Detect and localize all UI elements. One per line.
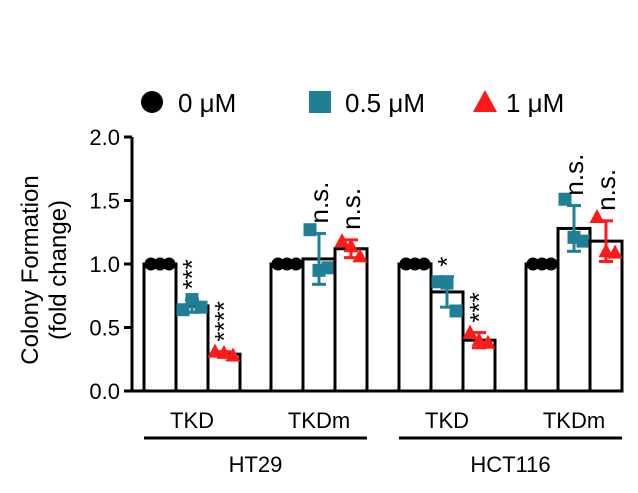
y-tick-label: 2.0 bbox=[89, 125, 120, 150]
data-point bbox=[440, 276, 454, 290]
data-point bbox=[480, 334, 496, 349]
data-point bbox=[449, 304, 463, 318]
data-point bbox=[576, 234, 590, 248]
data-point bbox=[162, 257, 176, 271]
data-point bbox=[607, 244, 623, 259]
significance-label: *** bbox=[177, 259, 207, 289]
significance-label: *** bbox=[464, 292, 494, 322]
data-point bbox=[334, 233, 350, 248]
data-point bbox=[462, 324, 478, 339]
data-point bbox=[535, 257, 549, 271]
y-axis-title-line2: (fold change) bbox=[45, 200, 72, 340]
data-point bbox=[399, 257, 413, 271]
data-point bbox=[194, 300, 208, 314]
data-point bbox=[526, 257, 540, 271]
bar bbox=[397, 262, 433, 393]
significance-label: n.s. bbox=[591, 169, 621, 211]
cell-line-label: HT29 bbox=[229, 452, 283, 477]
data-point bbox=[176, 303, 190, 317]
condition-label: TKD bbox=[170, 408, 214, 433]
data-point bbox=[417, 257, 431, 271]
y-axis-title-line1: Colony Formation bbox=[17, 175, 44, 364]
y-axis-title: Colony Formation (fold change) bbox=[17, 175, 72, 364]
data-point bbox=[352, 248, 368, 263]
bar bbox=[556, 226, 592, 393]
legend-marker-1um bbox=[473, 90, 497, 112]
data-point bbox=[216, 344, 232, 359]
data-point bbox=[598, 243, 614, 258]
y-tick-label: 1.5 bbox=[89, 189, 120, 214]
legend-label-05um: 0.5 μM bbox=[345, 88, 425, 118]
y-tick-label: 0.0 bbox=[89, 379, 120, 404]
legend-marker-05um bbox=[309, 91, 331, 113]
cell-line-label: HCT116 bbox=[470, 452, 550, 477]
bar bbox=[524, 262, 560, 393]
bar bbox=[588, 239, 624, 393]
legend-label-0um: 0 μM bbox=[178, 88, 236, 118]
data-point bbox=[144, 257, 158, 271]
data-point bbox=[303, 223, 317, 237]
data-point bbox=[408, 257, 422, 271]
data-point bbox=[225, 347, 241, 362]
data-point bbox=[207, 343, 223, 358]
legend-marker-0um bbox=[141, 91, 163, 113]
significance-label: n.s. bbox=[304, 182, 334, 224]
significance-label: **** bbox=[209, 301, 239, 341]
data-point bbox=[321, 261, 335, 275]
data-point bbox=[589, 209, 605, 224]
data-point bbox=[271, 257, 285, 271]
condition-label: TKDm bbox=[543, 408, 605, 433]
significance-label: n.s. bbox=[336, 188, 366, 230]
bar bbox=[333, 247, 369, 393]
data-point bbox=[153, 257, 167, 271]
bar bbox=[174, 304, 210, 393]
legend: 0 μM 0.5 μM 1 μM bbox=[141, 88, 564, 118]
y-tick-label: 0.5 bbox=[89, 316, 120, 341]
data-point bbox=[544, 257, 558, 271]
condition-label: TKD bbox=[425, 408, 469, 433]
data-point bbox=[280, 257, 294, 271]
significance-label: * bbox=[432, 257, 462, 267]
data-point bbox=[343, 238, 359, 253]
bar bbox=[269, 262, 305, 393]
significance-label: n.s. bbox=[559, 154, 589, 196]
condition-label: TKDm bbox=[288, 408, 350, 433]
legend-label-1um: 1 μM bbox=[506, 88, 564, 118]
y-tick-label: 1.0 bbox=[89, 252, 120, 277]
bar bbox=[142, 262, 178, 393]
data-point bbox=[558, 192, 572, 206]
data-point bbox=[289, 257, 303, 271]
data-point bbox=[471, 332, 487, 347]
